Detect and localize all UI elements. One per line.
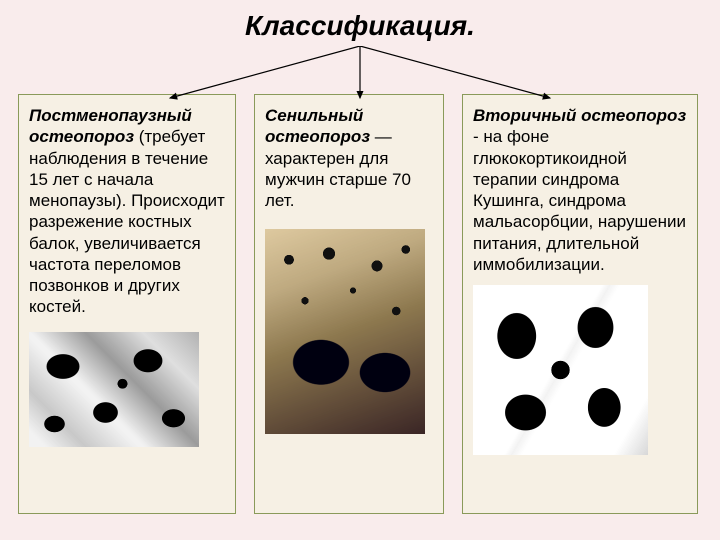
col2-text: Сенильный остеопороз — характерен для му…	[265, 105, 433, 211]
bone-texture-1	[29, 332, 199, 447]
image-senile	[265, 229, 425, 434]
columns: Постменопаузный остеопороз (требует набл…	[18, 94, 702, 514]
bone-texture-3	[473, 285, 648, 455]
col1-body: (требует наблюдения в течение 15 лет с н…	[29, 127, 225, 316]
slide: Классификация. Постменопаузный остеопоро…	[0, 0, 720, 540]
col1-text: Постменопаузный остеопороз (требует набл…	[29, 105, 225, 318]
col3-text: Вторичный остеопороз - на фоне глюкокорт…	[473, 105, 687, 275]
image-secondary	[473, 285, 648, 455]
column-senile: Сенильный остеопороз — характерен для му…	[254, 94, 444, 514]
col3-body: - на фоне глюкокортикоидной терапии синд…	[473, 127, 686, 274]
col3-term: Вторичный остеопороз	[473, 106, 686, 125]
column-postmenopausal: Постменопаузный остеопороз (требует набл…	[18, 94, 236, 514]
image-postmenopausal	[29, 332, 199, 447]
bone-texture-2	[265, 229, 425, 434]
column-secondary: Вторичный остеопороз - на фоне глюкокорт…	[462, 94, 698, 514]
title-wrap: Классификация.	[18, 10, 702, 42]
page-title: Классификация.	[245, 10, 475, 42]
col2-term: Сенильный остеопороз	[265, 106, 370, 146]
